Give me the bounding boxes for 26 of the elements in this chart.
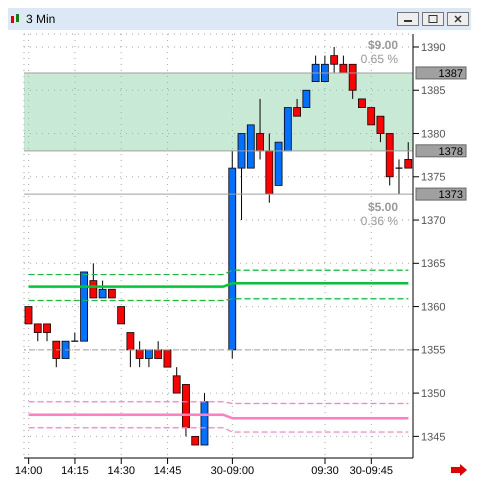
chart-title: 3 Min <box>26 12 56 26</box>
y-tick-label: 1350 <box>421 388 446 400</box>
y-tick-label: 1370 <box>421 214 446 227</box>
y-tick-label: 1365 <box>421 258 446 270</box>
annotation: 0.36 % <box>360 214 398 228</box>
annotation: $9.00 <box>366 38 398 52</box>
x-tick-label: 30-09:00 <box>210 464 254 477</box>
ref-line-label: 1378 <box>438 146 463 158</box>
y-tick-label: 1375 <box>421 172 446 184</box>
annotation: 0.65 % <box>360 52 398 66</box>
ref-line-label: 1387 <box>438 68 463 80</box>
x-tick-label: 14:30 <box>107 464 136 477</box>
y-tick-label: 1345 <box>421 431 446 444</box>
y-tick-label: 1360 <box>421 301 446 314</box>
y-tick-label: 1390 <box>421 42 446 54</box>
x-tick-label: 14:00 <box>14 464 42 477</box>
ref-line-label: 1373 <box>438 189 463 202</box>
y-tick-label: 1385 <box>421 85 446 98</box>
y-tick-label: 1355 <box>421 344 446 357</box>
annotation: $5.00 <box>366 200 398 214</box>
y-tick-label: 1380 <box>421 128 446 140</box>
x-tick-label: 14:15 <box>61 464 89 477</box>
x-tick-label: 09:30 <box>311 464 339 477</box>
candlestick <box>117 306 126 324</box>
x-tick-label: 14:45 <box>154 464 182 477</box>
x-tick-label: 30-09:45 <box>350 464 394 477</box>
